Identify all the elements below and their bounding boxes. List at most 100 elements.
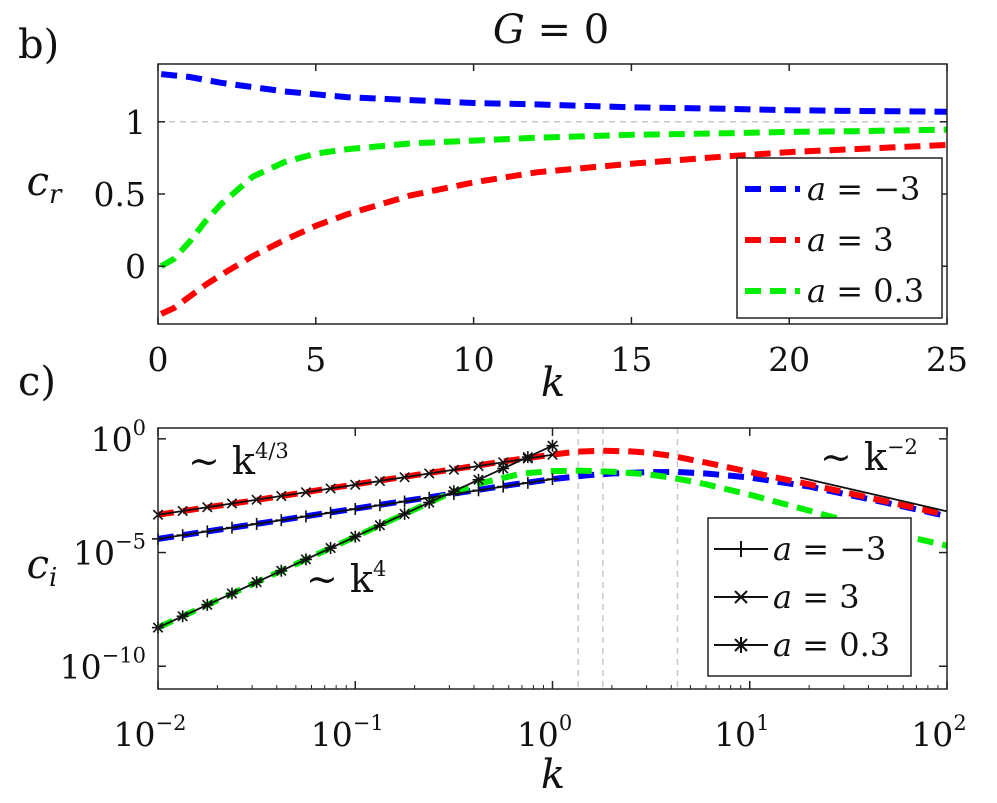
c-marker-2-15: [521, 451, 534, 464]
c-marker-0-10: [399, 471, 410, 483]
c-marker-0-16: [547, 449, 558, 460]
c-marker-0-8: [350, 479, 361, 490]
c-marker-2-13: [472, 473, 485, 486]
c-marker-0-5: [276, 490, 287, 502]
c-marker-2-16: [546, 439, 559, 452]
c-x-ticks: 10−2 10−1 100 101 102: [114, 428, 967, 754]
c-ytick-label-0: 10−10: [60, 643, 146, 686]
annotation-k-minus-2: ∼ k−2: [820, 435, 918, 479]
c-marker-2-14: [497, 462, 510, 475]
c-marker-2-11: [423, 496, 436, 509]
chart-title-rest: = 0: [525, 7, 609, 53]
c-marker-0-7: [325, 483, 336, 494]
c-marker-1-5: [275, 514, 288, 527]
c-marker-2-10: [398, 507, 411, 520]
b-legend-label-1: a = 3: [807, 221, 894, 259]
c-marker-2-3: [225, 587, 238, 600]
b-ytick-label-0: 0: [125, 247, 146, 286]
c-legend-label-2: a = 0.3: [773, 626, 890, 664]
c-marker-0-9: [374, 475, 386, 487]
c-legend-label-1: a = 3: [773, 578, 860, 616]
b-xtick-label-0: 0: [148, 340, 169, 379]
c-xtick-label-0: 10−2: [114, 711, 187, 754]
c-legend-marker-plus: [733, 541, 749, 557]
chart-title: G = 0: [493, 7, 609, 53]
panel-c-label: c): [18, 359, 56, 405]
c-marker-1-3: [225, 521, 238, 534]
annotation-k-4: ∼ k4: [306, 557, 386, 601]
panel-c: c) ci k 10−2 10−1 100 101 102 10−10 10−5 100 ∼…: [18, 359, 967, 798]
c-legend-marker-x: [734, 590, 748, 604]
c-xtick-label-3: 101: [714, 711, 769, 754]
b-xtick-label-4: 20: [768, 340, 810, 379]
b-ytick-label-2: 1: [125, 103, 146, 142]
b-series-line-2: [159, 126, 948, 269]
c-ytick-label-2: 100: [91, 416, 146, 459]
c-marker-0-4: [251, 494, 262, 505]
c-asymptote-line-3: [799, 476, 948, 513]
b-ylabel-main: c: [27, 159, 49, 205]
c-legend-marker-star: [733, 637, 749, 653]
c-reference-lines: [577, 428, 679, 689]
b-ylabel: cr: [27, 159, 63, 210]
b-series-line-1: [159, 141, 948, 317]
b-xtick-label-3: 15: [610, 340, 652, 379]
c-marker-1-1: [176, 529, 189, 542]
c-series-line-1: [157, 447, 948, 518]
c-series-line-2: [156, 467, 948, 631]
c-legend-label-0: a = −3: [773, 530, 886, 568]
c-marker-1-10: [398, 495, 411, 508]
b-legend: a = −3 a = 3 a = 0.3: [736, 157, 943, 319]
c-marker-0-1: [177, 505, 188, 517]
c-marker-0-6: [300, 486, 312, 498]
b-series-line-0: [160, 71, 948, 115]
c-marker-2-8: [349, 530, 362, 543]
c-marker-2-12: [447, 485, 460, 498]
annotation-k-4-3: ∼ k4/3: [188, 439, 289, 483]
b-x-ticks: 0 5 10 15 20 25: [148, 64, 968, 379]
c-marker-1-7: [324, 506, 337, 519]
c-marker-0-2: [202, 501, 213, 513]
b-xtick-label-2: 10: [453, 340, 495, 379]
c-marker-1-15: [521, 476, 534, 489]
c-ytick-label-1: 10−5: [73, 530, 146, 573]
c-xlabel: k: [541, 752, 565, 798]
panel-b-label: b): [18, 22, 59, 68]
c-marker-1-4: [250, 517, 263, 530]
c-marker-2-2: [201, 598, 214, 611]
b-ylabel-sub: r: [49, 180, 63, 210]
c-marker-1-13: [472, 484, 485, 497]
c-xtick-label-1: 10−1: [311, 711, 384, 754]
b-y-ticks: 00.51: [94, 103, 947, 286]
c-marker-2-5: [275, 564, 288, 577]
c-xtick-label-4: 102: [911, 711, 966, 754]
chart-title-var: G: [493, 7, 525, 53]
b-xtick-label-1: 5: [305, 340, 326, 379]
c-xtick-label-2: 100: [517, 711, 572, 754]
c-ylabel-sub: i: [49, 563, 57, 593]
c-marker-1-6: [299, 510, 312, 523]
c-marker-2-6: [299, 553, 312, 566]
c-marker-1-16: [546, 473, 559, 486]
b-series-lines: [159, 71, 948, 317]
c-marker-2-1: [176, 610, 189, 623]
c-marker-0-3: [226, 498, 238, 509]
c-ylabel: ci: [27, 542, 58, 593]
c-marker-2-4: [250, 576, 263, 589]
c-marker-0-12: [448, 464, 460, 475]
c-marker-2-9: [373, 519, 386, 532]
b-legend-label-0: a = −3: [807, 170, 920, 208]
c-y-ticks: 10−10 10−5 100: [60, 416, 947, 686]
b-ytick-label-1: 0.5: [94, 175, 146, 214]
c-marker-1-2: [201, 525, 214, 538]
c-marker-0-11: [423, 468, 435, 479]
c-legend: a = −3 a = 3 a = 0.3: [707, 517, 912, 677]
c-marker-2-7: [324, 542, 337, 555]
b-legend-label-2: a = 0.3: [807, 272, 924, 310]
c-marker-1-8: [349, 502, 362, 515]
b-xlabel: k: [541, 360, 565, 406]
c-marker-0-13: [473, 460, 484, 472]
c-marker-1-14: [497, 480, 510, 493]
c-marker-1-9: [373, 499, 386, 512]
